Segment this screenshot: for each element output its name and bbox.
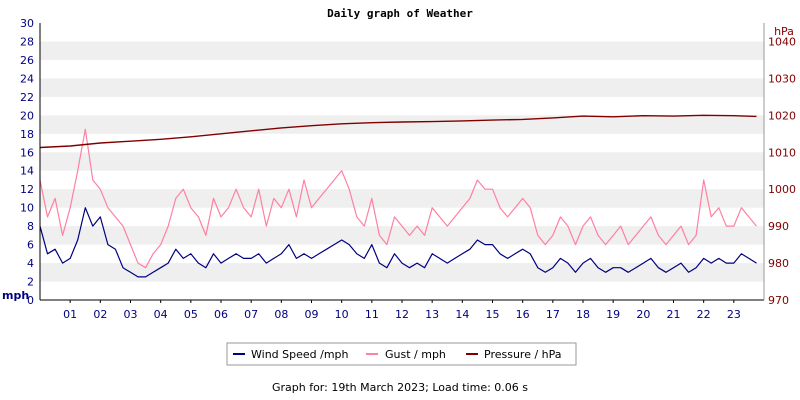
left-tick-label: 0 — [27, 294, 34, 307]
x-tick-label: 03 — [124, 308, 138, 321]
footer-text: Graph for: 19th March 2023; Load time: 0… — [272, 381, 528, 394]
right-tick-label: 990 — [768, 220, 789, 233]
left-tick-label: 22 — [20, 91, 34, 104]
x-tick-label: 21 — [667, 308, 681, 321]
grid-band — [40, 152, 764, 171]
right-tick-label: 1010 — [768, 146, 796, 159]
left-tick-label: 6 — [27, 239, 34, 252]
right-tick-label: 970 — [768, 294, 789, 307]
x-tick-label: 18 — [576, 308, 590, 321]
left-tick-label: 10 — [20, 202, 34, 215]
left-tick-label: 26 — [20, 54, 34, 67]
left-tick-label: 8 — [27, 220, 34, 233]
wind-speed-line — [39, 207, 757, 278]
plot-bands — [40, 23, 764, 300]
x-axis-ticks: 01 02 03 04 05 06 07 08 09 10 11 12 13 14 15 16 17 18 19 20… — [63, 300, 741, 321]
x-tick-label: 17 — [546, 308, 560, 321]
series-wind-speed — [39, 207, 757, 278]
right-tick-label: 1040 — [768, 35, 796, 48]
x-tick-label: 01 — [63, 308, 77, 321]
right-axis-ticks: 970 980 990 1000 1010 1020 1030 1040 — [768, 35, 796, 307]
right-axis-unit: hPa — [774, 25, 794, 38]
left-tick-label: 30 — [20, 17, 34, 30]
legend-label-gust: Gust / mph — [385, 348, 446, 361]
x-tick-label: 07 — [244, 308, 258, 321]
grid-band — [40, 189, 764, 208]
right-tick-label: 1020 — [768, 109, 796, 122]
grid-band — [40, 263, 764, 282]
legend-label-wind: Wind Speed /mph — [251, 348, 349, 361]
left-axis-unit: mph — [2, 289, 29, 302]
left-tick-label: 4 — [27, 257, 34, 270]
legend: Wind Speed /mph Gust / mph Pressure / hP… — [226, 342, 577, 366]
grid-band — [40, 115, 764, 134]
x-tick-label: 13 — [425, 308, 439, 321]
left-tick-label: 2 — [27, 276, 34, 289]
left-tick-label: 18 — [20, 128, 34, 141]
x-tick-label: 20 — [636, 308, 650, 321]
left-tick-label: 24 — [20, 72, 34, 85]
x-tick-label: 12 — [395, 308, 409, 321]
legend-box — [226, 342, 577, 366]
x-tick-label: 15 — [486, 308, 500, 321]
x-tick-label: 11 — [365, 308, 379, 321]
grid-band — [40, 78, 764, 97]
x-tick-label: 09 — [305, 308, 319, 321]
chart-title: Daily graph of Weather — [327, 7, 473, 20]
right-tick-label: 1030 — [768, 72, 796, 85]
series-gust — [39, 128, 757, 269]
pressure-line — [39, 114, 757, 149]
x-tick-label: 02 — [93, 308, 107, 321]
x-tick-label: 06 — [214, 308, 228, 321]
series-pressure — [39, 114, 757, 149]
left-tick-label: 28 — [20, 35, 34, 48]
x-tick-label: 05 — [184, 308, 198, 321]
x-tick-label: 10 — [335, 308, 349, 321]
x-tick-label: 22 — [697, 308, 711, 321]
grid-band — [40, 41, 764, 60]
left-tick-label: 14 — [20, 165, 34, 178]
left-tick-label: 12 — [20, 183, 34, 196]
gust-line — [39, 128, 757, 269]
x-tick-label: 04 — [154, 308, 168, 321]
x-tick-label: 14 — [455, 308, 469, 321]
x-tick-label: 08 — [274, 308, 288, 321]
left-tick-label: 20 — [20, 109, 34, 122]
left-tick-label: 16 — [20, 146, 34, 159]
grid-band — [40, 226, 764, 245]
right-tick-label: 980 — [768, 257, 789, 270]
x-tick-label: 16 — [516, 308, 530, 321]
x-tick-label: 19 — [606, 308, 620, 321]
x-tick-label: 23 — [727, 308, 741, 321]
legend-label-pressure: Pressure / hPa — [484, 348, 562, 361]
right-tick-label: 1000 — [768, 183, 796, 196]
